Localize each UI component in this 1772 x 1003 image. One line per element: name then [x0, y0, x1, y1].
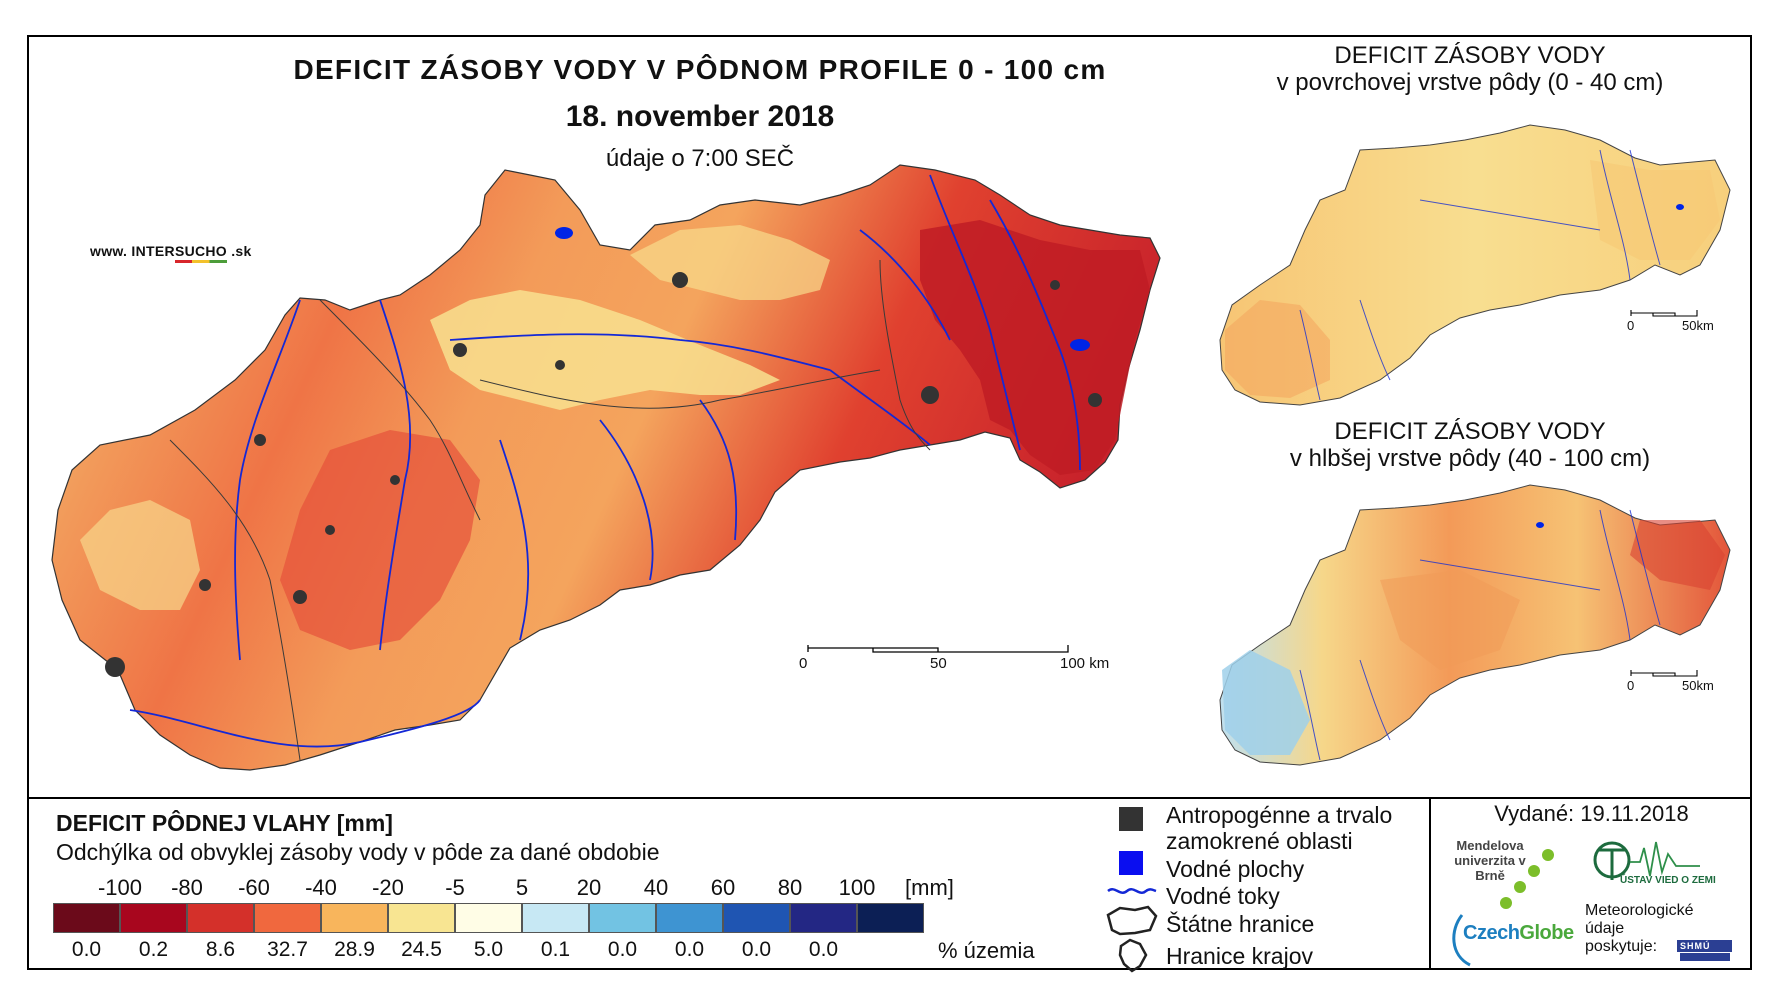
- intersucho-logo: www. INTERSUCHO .sk: [90, 243, 252, 259]
- credits-divider: [1429, 797, 1431, 970]
- ustav-text: ÚSTAV VIED O ZEMI: [1620, 875, 1716, 886]
- legend-percent: 8.6: [205, 938, 236, 961]
- legend-swatch: [656, 903, 723, 933]
- legend-tick: -20: [372, 875, 404, 900]
- ustav-logo: [1593, 841, 1700, 880]
- legend-swatch: [522, 903, 589, 933]
- legend-swatch: [120, 903, 187, 933]
- legend-percent: 0.2: [138, 938, 169, 961]
- legend-percent: 0.0: [674, 938, 705, 961]
- inset-bottom-title-line1: DEFICIT ZÁSOBY VODY: [1334, 418, 1606, 445]
- date-subtitle: 18. november 2018: [565, 100, 835, 133]
- legend-divider: [27, 797, 1752, 799]
- light-region: [430, 290, 780, 410]
- meteo-line2: údaje: [1585, 920, 1625, 937]
- legend-percent: 5.0: [473, 938, 504, 961]
- czechglobe-logo: CzechGlobe: [1463, 922, 1574, 945]
- legend-swatch: [857, 903, 924, 933]
- legend-swatch: [455, 903, 522, 933]
- logo-suffix: .sk: [227, 243, 252, 259]
- shmu-logo-mark: [1677, 940, 1732, 961]
- rivers: [129, 174, 1081, 748]
- key-anthropogenic: Antropogénne a trvalo zamokrené oblasti: [1166, 802, 1392, 854]
- mendelu-text: Mendelova univerzita v Brně: [1454, 838, 1526, 883]
- inset-top-scale-max: 50km: [1682, 318, 1714, 333]
- legend-tick: 100: [838, 875, 876, 900]
- czechglobe-swoosh: [1452, 914, 1471, 967]
- legend-swatch: [790, 903, 857, 933]
- issued-date: Vydané: 19.11.2018: [1494, 801, 1689, 826]
- shmu-logo-text: SHMÚ: [1680, 941, 1711, 951]
- legend-percent-label: % územia: [938, 938, 1035, 963]
- czechglobe-part1: Czech: [1463, 922, 1520, 944]
- key-water-bodies: Vodné plochy: [1166, 856, 1305, 882]
- legend-title: DEFICIT PÔDNEJ VLAHY [mm]: [56, 810, 393, 836]
- main-scale-bar: [807, 645, 1069, 653]
- page-title: DEFICIT ZÁSOBY VODY V PÔDNOM PROFILE 0 -…: [293, 54, 1107, 85]
- inset-top-title-line2: v povrchovej vrstve pôdy (0 - 40 cm): [1276, 69, 1664, 96]
- main-scale-label-0: 0: [799, 655, 808, 672]
- czechglobe-part2: Globe: [1519, 922, 1574, 944]
- mendelu-logo-dots: [1500, 849, 1554, 909]
- legend-tick: -100: [97, 875, 143, 900]
- meteo-line1: Meteorologické: [1585, 902, 1694, 919]
- legend-tick: 5: [515, 875, 529, 900]
- legend-unit: [mm]: [905, 875, 954, 900]
- legend-tick: -40: [305, 875, 337, 900]
- legend-tick: -5: [445, 875, 465, 900]
- logo-prefix: www. INTER: [90, 243, 175, 259]
- legend-percent: 0.1: [540, 938, 571, 961]
- inset-bottom-title-line2: v hlbšej vrstve pôdy (40 - 100 cm): [1289, 445, 1651, 472]
- inset-bottom-scale-min: 0: [1627, 678, 1635, 693]
- inset-top-title-line1: DEFICIT ZÁSOBY VODY: [1334, 42, 1606, 69]
- urban-areas: [105, 272, 1102, 677]
- key-anthropogenic-line1: Antropogénne a trvalo: [1166, 802, 1393, 828]
- legend-swatch: [589, 903, 656, 933]
- legend-tick: 80: [777, 875, 803, 900]
- key-anthropogenic-line2: zamokrené oblasti: [1166, 828, 1353, 854]
- legend-percent: 0.0: [607, 938, 638, 961]
- legend-swatch: [388, 903, 455, 933]
- legend-percent: 24.5: [401, 938, 442, 961]
- legend-percent: 32.7: [267, 938, 308, 961]
- legend-tick: 60: [710, 875, 736, 900]
- region-borders: [169, 259, 931, 761]
- inset-bottom-map: [1219, 484, 1731, 766]
- key-symbols: [1106, 807, 1158, 973]
- legend-tick: -80: [171, 875, 203, 900]
- legend-percent: 0.0: [741, 938, 772, 961]
- inset-top-scale-min: 0: [1627, 318, 1635, 333]
- meteo-line3: poskytuje:: [1585, 938, 1658, 955]
- key-region-border: Hranice krajov: [1166, 943, 1313, 969]
- dark-region-east: [920, 220, 1150, 475]
- legend-swatch: [254, 903, 321, 933]
- key-state-border: Štátne hranice: [1166, 911, 1315, 937]
- legend-tick: 20: [576, 875, 602, 900]
- inset-bottom-title: DEFICIT ZÁSOBY VODY v hlbšej vrstve pôdy…: [1250, 418, 1690, 472]
- light-region-west: [80, 500, 200, 610]
- main-map: [51, 164, 1161, 771]
- inset-top-map: [1219, 124, 1731, 406]
- legend-swatch: [187, 903, 254, 933]
- inset-bottom-scale-max: 50km: [1682, 678, 1714, 693]
- legend-swatch: [723, 903, 790, 933]
- logo-highlight: SUCHO: [174, 243, 227, 259]
- legend-subtitle: Odchýlka od obvyklej zásoby vody v pôde …: [56, 839, 660, 865]
- red-region-mid: [280, 430, 480, 650]
- legend-swatch: [321, 903, 388, 933]
- legend-tick: -60: [238, 875, 270, 900]
- legend-percent: 0.0: [808, 938, 839, 961]
- legend-tick: 40: [643, 875, 669, 900]
- legend-percent: 28.9: [334, 938, 375, 961]
- legend-percent: 0.0: [71, 938, 102, 961]
- time-subtitle: údaje o 7:00 SEČ: [605, 145, 795, 172]
- legend-swatch: [53, 903, 120, 933]
- meteo-credit: Meteorologické údaje poskytuje:: [1585, 902, 1694, 956]
- key-water-streams: Vodné toky: [1166, 883, 1280, 909]
- main-scale-label-50: 50: [930, 655, 947, 672]
- inset-top-title: DEFICIT ZÁSOBY VODY v povrchovej vrstve …: [1250, 42, 1690, 96]
- main-scale-label-100: 100 km: [1060, 655, 1110, 672]
